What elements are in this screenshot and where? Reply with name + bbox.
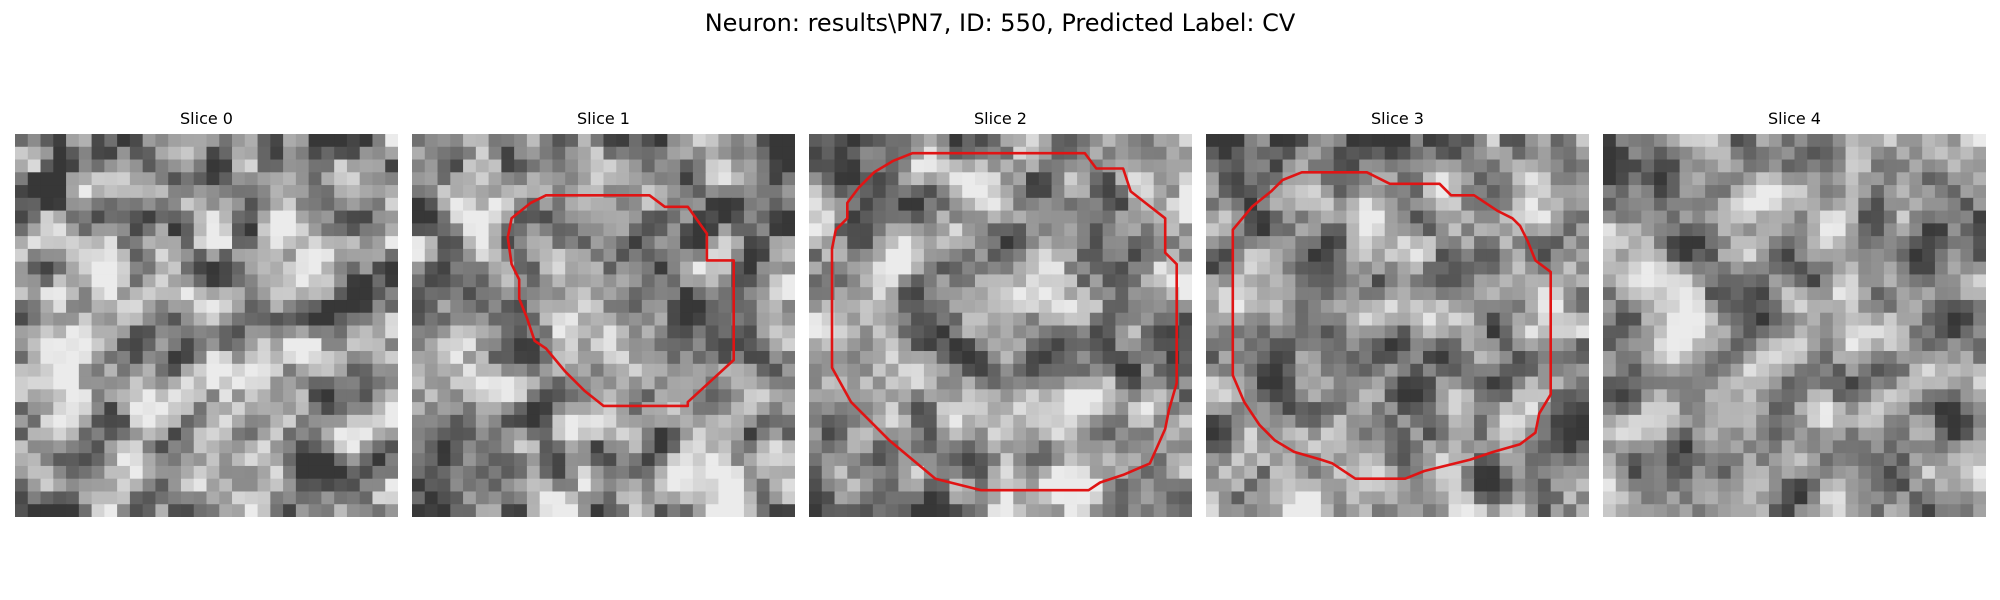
slice-canvas [1603,134,1986,517]
cell-contour [506,193,736,408]
figure-title: Neuron: results\PN7, ID: 550, Predicted … [704,9,1296,37]
cell-contour [1231,170,1553,481]
slice-panel-0: Slice 0 [15,108,398,517]
slice-image [1603,134,1986,517]
slice-image [15,134,398,517]
slice-panel-1: Slice 1 [412,108,795,517]
slice-canvas [15,134,398,517]
slice-title: Slice 3 [1371,109,1424,128]
slice-canvas [1206,134,1589,517]
slice-panel-4: Slice 4 [1603,108,1986,517]
cell-contour [830,151,1179,492]
slice-title: Slice 0 [180,109,233,128]
slice-panel-2: Slice 2 [809,108,1192,517]
slice-image [809,134,1192,517]
slice-canvas [809,134,1192,517]
slice-panel-3: Slice 3 [1206,108,1589,517]
slice-title: Slice 1 [577,109,630,128]
slice-title: Slice 4 [1768,109,1821,128]
slice-title: Slice 2 [974,109,1027,128]
slice-canvas [412,134,795,517]
slice-image [1206,134,1589,517]
slice-image [412,134,795,517]
